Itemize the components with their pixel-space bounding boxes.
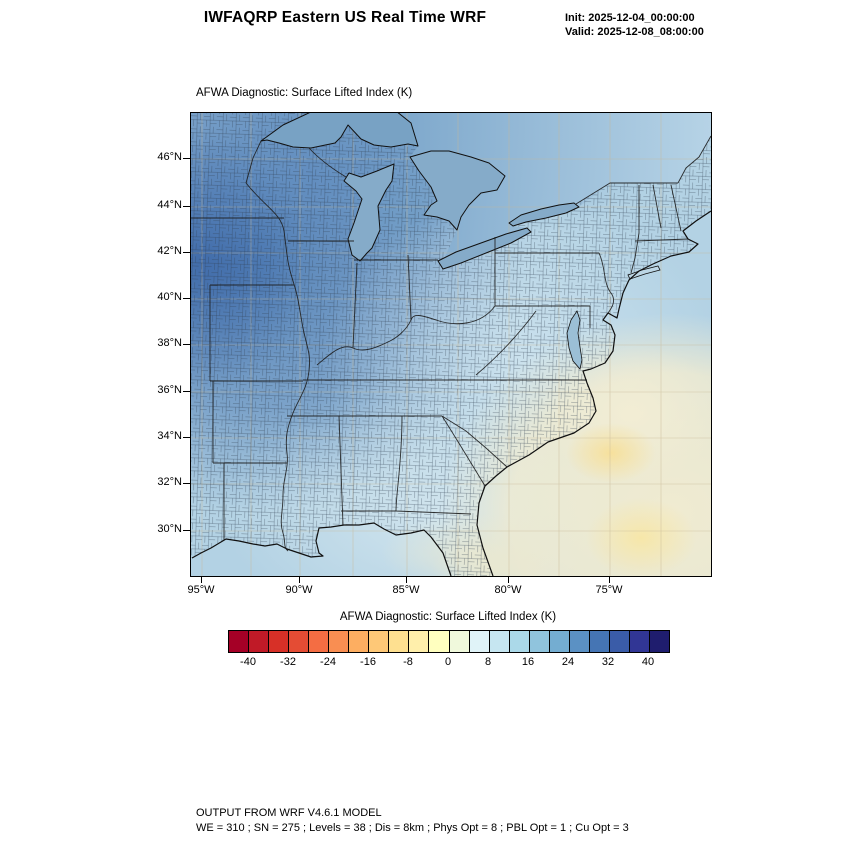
map-frame — [190, 112, 712, 577]
colorbar-tick-label: -16 — [360, 656, 376, 668]
colorbar-tick-label: -24 — [320, 656, 336, 668]
colorbar-cell — [569, 631, 590, 652]
lat-tick-mark — [183, 437, 190, 439]
colorbar-cell — [429, 631, 450, 652]
lon-tick-label: 90°W — [285, 584, 313, 596]
lat-tick-label: 32°N — [157, 476, 182, 488]
colorbar-tick-label: -8 — [403, 656, 413, 668]
colorbar-cell — [549, 631, 570, 652]
lat-tick-mark — [183, 391, 190, 393]
colorbar-cell — [309, 631, 330, 652]
lat-tick-label: 40°N — [157, 291, 182, 303]
state-borders — [191, 135, 711, 552]
lon-tick-mark — [299, 576, 301, 583]
lon-tick-mark — [508, 576, 510, 583]
colorbar — [228, 630, 670, 653]
lat-tick-label: 44°N — [157, 199, 182, 211]
lat-tick-mark — [183, 298, 190, 300]
lat-tick-label: 42°N — [157, 245, 182, 257]
lon-tick-mark — [609, 576, 611, 583]
lat-tick-mark — [183, 206, 190, 208]
colorbar-cell — [469, 631, 490, 652]
colorbar-cell — [609, 631, 630, 652]
lat-tick-label: 36°N — [157, 384, 182, 396]
page-title: IWFAQRP Eastern US Real Time WRF — [203, 9, 487, 26]
colorbar-cell — [289, 631, 310, 652]
footer-block: OUTPUT FROM WRF V4.6.1 MODEL WE = 310 ; … — [196, 806, 629, 836]
map-panel-title: AFWA Diagnostic: Surface Lifted Index (K… — [196, 87, 413, 99]
colorbar-cell — [229, 631, 250, 652]
lake-ontario — [508, 202, 580, 227]
lat-tick-label: 46°N — [157, 151, 182, 163]
lon-tick-label: 85°W — [392, 584, 420, 596]
long-island — [627, 265, 661, 280]
lat-tick-label: 38°N — [157, 337, 182, 349]
colorbar-tick-label: 32 — [601, 656, 615, 668]
lat-tick-label: 34°N — [157, 430, 182, 442]
colorbar-cell — [529, 631, 550, 652]
lake-superior — [260, 113, 419, 149]
colorbar-cell — [629, 631, 650, 652]
colorbar-cell — [329, 631, 350, 652]
colorbar-cell — [449, 631, 470, 652]
lon-tick-label: 80°W — [494, 584, 522, 596]
colorbar-cell — [409, 631, 430, 652]
lat-tick-label: 30°N — [157, 523, 182, 535]
colorbar-tick-label: 40 — [641, 656, 655, 668]
colorbar-tick-label: -32 — [280, 656, 296, 668]
colorbar-cell — [389, 631, 410, 652]
colorbar-cell — [589, 631, 610, 652]
lat-tick-mark — [183, 344, 190, 346]
colorbar-cell — [349, 631, 370, 652]
great-lakes — [260, 113, 580, 270]
canada-region — [396, 113, 711, 261]
wrf-map — [191, 113, 711, 576]
footer-model-line: OUTPUT FROM WRF V4.6.1 MODEL — [196, 807, 382, 819]
colorbar-cell — [649, 631, 670, 652]
colorbar-tick-label: -40 — [240, 656, 256, 668]
colorbar-tick-label: 24 — [561, 656, 575, 668]
colorbar-cell — [269, 631, 290, 652]
colorbar-tick-label: 0 — [444, 656, 452, 668]
lake-michigan — [343, 163, 395, 262]
colorbar-tick-label: 8 — [484, 656, 492, 668]
lon-tick-label: 95°W — [187, 584, 215, 596]
run-time-block: Init: 2025-12-04_00:00:00 Valid: 2025-12… — [565, 11, 704, 39]
colorbar-cell — [509, 631, 530, 652]
init-time-label: Init: 2025-12-04_00:00:00 — [565, 12, 695, 24]
colorbar-title: AFWA Diagnostic: Surface Lifted Index (K… — [339, 611, 557, 623]
lake-erie — [437, 227, 532, 270]
valid-time-label: Valid: 2025-12-08_08:00:00 — [565, 26, 704, 38]
colorbar-cell — [249, 631, 270, 652]
colorbar-cell — [489, 631, 510, 652]
lon-tick-mark — [201, 576, 203, 583]
lat-tick-mark — [183, 483, 190, 485]
lat-tick-mark — [183, 530, 190, 532]
lake-huron — [409, 150, 506, 231]
chesapeake-bay — [566, 310, 583, 370]
coastline — [191, 210, 711, 576]
colorbar-tick-label: 16 — [521, 656, 535, 668]
lat-tick-mark — [183, 158, 190, 160]
lon-tick-mark — [406, 576, 408, 583]
colorbar-cell — [369, 631, 390, 652]
footer-config-line: WE = 310 ; SN = 275 ; Levels = 38 ; Dis … — [196, 822, 629, 834]
lon-tick-label: 75°W — [595, 584, 623, 596]
lat-tick-mark — [183, 252, 190, 254]
